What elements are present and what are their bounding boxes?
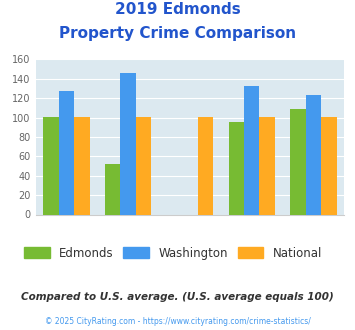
Text: Property Crime Comparison: Property Crime Comparison [59, 26, 296, 41]
Bar [321, 116, 337, 214]
Bar [198, 116, 213, 214]
Bar [120, 73, 136, 215]
Bar [290, 109, 306, 214]
Bar [59, 91, 74, 214]
Text: Compared to U.S. average. (U.S. average equals 100): Compared to U.S. average. (U.S. average … [21, 292, 334, 302]
Bar [136, 116, 151, 214]
Bar [74, 116, 89, 214]
Bar [244, 85, 260, 214]
Text: © 2025 CityRating.com - https://www.cityrating.com/crime-statistics/: © 2025 CityRating.com - https://www.city… [45, 317, 310, 326]
Legend: Edmonds, Washington, National: Edmonds, Washington, National [24, 247, 322, 260]
Bar [306, 95, 321, 214]
Bar [260, 116, 275, 214]
Bar [43, 116, 59, 214]
Text: 2019 Edmonds: 2019 Edmonds [115, 2, 240, 16]
Bar [105, 164, 120, 214]
Bar [229, 122, 244, 214]
